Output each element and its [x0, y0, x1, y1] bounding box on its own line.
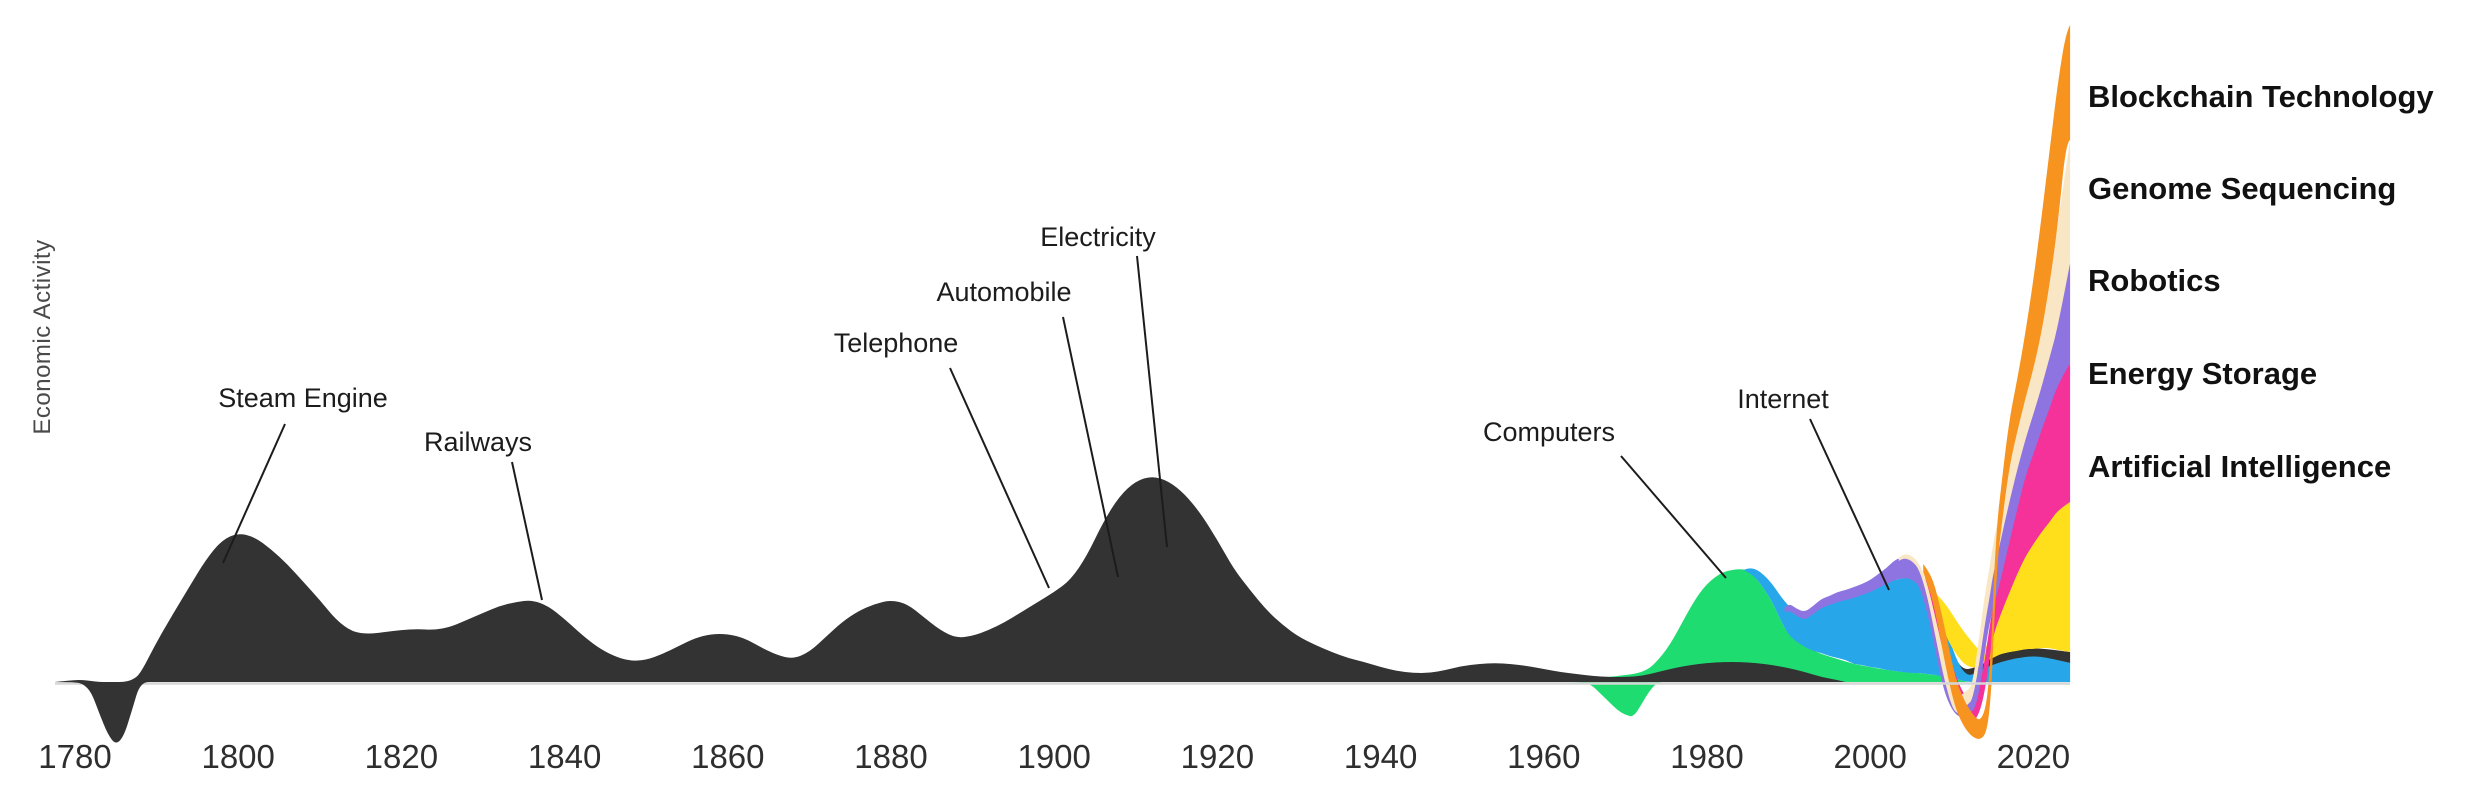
leader-line-electricity: [1136, 255, 1168, 548]
leader-line-automobile: [1062, 316, 1119, 578]
leader-line-computers: [1620, 455, 1727, 579]
series-area-genome-sequencing: [1898, 140, 2071, 714]
series-area-historical-floating-band: [1845, 563, 2071, 682]
leader-line-railways: [511, 461, 543, 601]
leader-line-internet: [1809, 418, 1890, 591]
series-area-robotics: [1784, 263, 2071, 717]
leader-line-telephone: [949, 367, 1050, 589]
series-area-internet: [1743, 568, 2071, 682]
series-area-energy-storage: [1919, 363, 2071, 722]
leader-line-steam-engine: [222, 423, 286, 564]
series-area-historical-base: [54, 477, 1846, 743]
